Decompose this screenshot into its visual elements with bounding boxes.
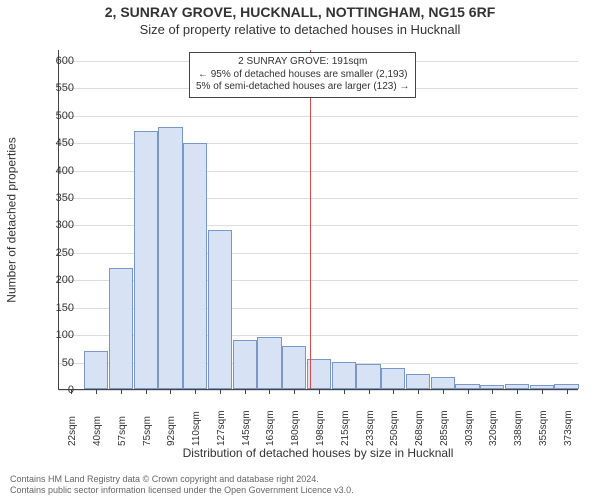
x-tick-label: 40sqm [92, 434, 103, 446]
x-tick-label: 198sqm [315, 434, 326, 446]
x-tick-mark [245, 389, 246, 394]
x-tick-mark [443, 389, 444, 394]
histogram-bar [406, 374, 430, 389]
histogram-bar [109, 268, 133, 389]
annotation-line-1: 2 SUNRAY GROVE: 191sqm [196, 56, 409, 69]
histogram-bar [84, 351, 108, 389]
y-tick-label: 550 [34, 82, 74, 94]
histogram-bar [233, 340, 257, 389]
y-tick-label: 100 [34, 329, 74, 341]
x-tick-mark [269, 389, 270, 394]
x-tick-label: 233sqm [365, 434, 376, 446]
x-tick-mark [319, 389, 320, 394]
x-tick-label: 285sqm [439, 434, 450, 446]
y-tick-label: 250 [34, 247, 74, 259]
y-axis-title: Number of detached properties [4, 50, 20, 390]
x-tick-label: 22sqm [67, 434, 78, 446]
y-tick-label: 0 [34, 384, 74, 396]
annotation-line-3: 5% of semi-detached houses are larger (1… [196, 81, 409, 94]
title-line-2: Size of property relative to detached ho… [0, 22, 600, 37]
histogram-bar [134, 131, 158, 389]
x-tick-mark [369, 389, 370, 394]
x-tick-mark [517, 389, 518, 394]
y-tick-label: 350 [34, 192, 74, 204]
chart-container: 2, SUNRAY GROVE, HUCKNALL, NOTTINGHAM, N… [0, 0, 600, 500]
footer-line-2: Contains public sector information licen… [10, 485, 590, 496]
x-tick-label: 373sqm [563, 434, 574, 446]
histogram-bar [282, 346, 306, 389]
x-tick-mark [468, 389, 469, 394]
x-tick-mark [393, 389, 394, 394]
x-tick-label: 320sqm [488, 434, 499, 446]
y-tick-label: 50 [34, 357, 74, 369]
x-tick-mark [220, 389, 221, 394]
x-tick-label: 180sqm [290, 434, 301, 446]
y-tick-label: 450 [34, 137, 74, 149]
x-tick-label: 268sqm [414, 434, 425, 446]
x-tick-label: 145sqm [241, 434, 252, 446]
x-tick-mark [170, 389, 171, 394]
y-tick-label: 400 [34, 165, 74, 177]
histogram-bar [356, 364, 380, 389]
plot-area: 22sqm40sqm57sqm75sqm92sqm110sqm127sqm145… [58, 50, 578, 390]
y-tick-label: 500 [34, 110, 74, 122]
histogram-bar [183, 143, 207, 389]
reference-annotation-box: 2 SUNRAY GROVE: 191sqm ← 95% of detached… [189, 52, 416, 98]
x-tick-label: 163sqm [265, 434, 276, 446]
x-tick-mark [344, 389, 345, 394]
title-block: 2, SUNRAY GROVE, HUCKNALL, NOTTINGHAM, N… [0, 4, 600, 37]
x-tick-label: 355sqm [538, 434, 549, 446]
footer: Contains HM Land Registry data © Crown c… [10, 474, 590, 497]
histogram-bar [332, 362, 356, 389]
x-tick-mark [121, 389, 122, 394]
x-tick-mark [195, 389, 196, 394]
x-tick-mark [294, 389, 295, 394]
x-tick-label: 75sqm [142, 434, 153, 446]
title-line-1: 2, SUNRAY GROVE, HUCKNALL, NOTTINGHAM, N… [0, 4, 600, 20]
y-tick-label: 150 [34, 302, 74, 314]
footer-line-1: Contains HM Land Registry data © Crown c… [10, 474, 590, 485]
gridline [59, 116, 578, 117]
x-tick-mark [567, 389, 568, 394]
histogram-bar [257, 337, 281, 389]
x-tick-mark [146, 389, 147, 394]
x-tick-mark [492, 389, 493, 394]
x-tick-label: 338sqm [513, 434, 524, 446]
x-axis-title: Distribution of detached houses by size … [58, 446, 578, 460]
x-tick-label: 110sqm [191, 434, 202, 446]
y-tick-label: 300 [34, 219, 74, 231]
histogram-bar [158, 127, 182, 389]
x-tick-mark [418, 389, 419, 394]
x-tick-label: 92sqm [166, 434, 177, 446]
y-tick-label: 600 [34, 55, 74, 67]
x-tick-label: 127sqm [216, 434, 227, 446]
x-tick-label: 303sqm [464, 434, 475, 446]
x-tick-label: 57sqm [117, 434, 128, 446]
y-tick-label: 200 [34, 274, 74, 286]
x-tick-mark [96, 389, 97, 394]
histogram-bar [208, 230, 232, 389]
x-tick-mark [542, 389, 543, 394]
reference-line [310, 50, 311, 389]
x-tick-label: 215sqm [340, 434, 351, 446]
histogram-bar [431, 377, 455, 389]
x-tick-label: 250sqm [389, 434, 400, 446]
annotation-line-2: ← 95% of detached houses are smaller (2,… [196, 69, 409, 82]
histogram-bar [381, 368, 405, 389]
